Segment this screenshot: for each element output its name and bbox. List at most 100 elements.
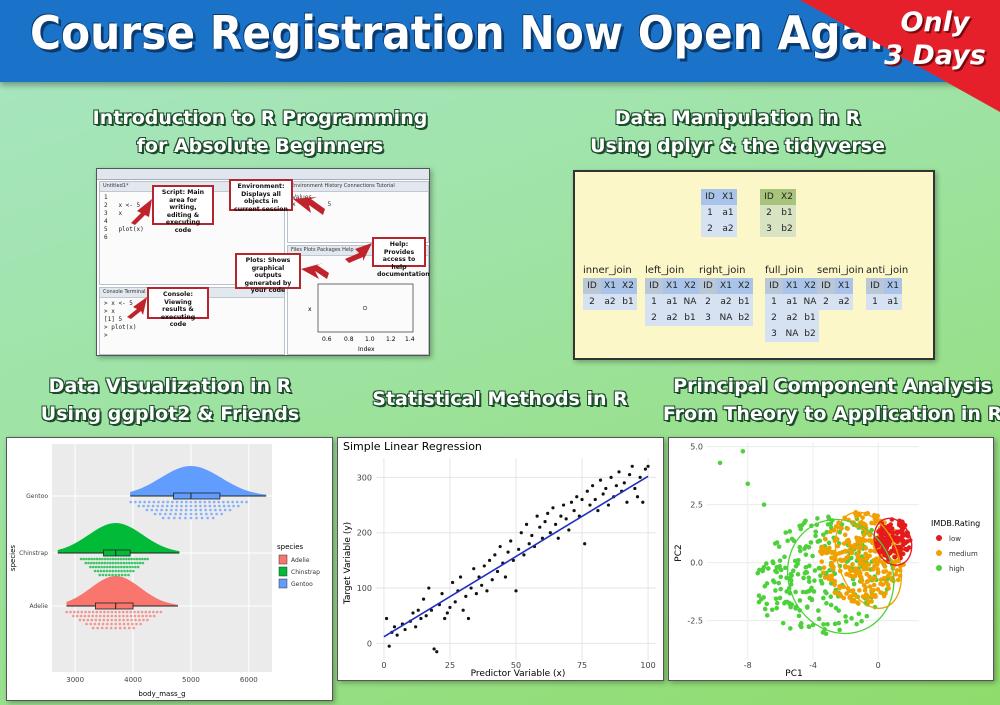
point-high [812, 568, 818, 573]
point-medium [880, 560, 885, 565]
rain-dot [175, 500, 179, 504]
x-tick-label: 25 [445, 661, 455, 670]
data-point [474, 591, 478, 596]
point-high [773, 588, 778, 593]
data-point [535, 514, 539, 518]
mini-plot-ylabel: x [308, 306, 312, 313]
mini-plot-tick: 0.6 [322, 336, 332, 343]
point-medium [839, 549, 845, 555]
rain-dot [95, 557, 99, 561]
rain-dot [122, 618, 125, 622]
rain-dot [109, 557, 112, 561]
rain-dot [138, 618, 141, 622]
point-high [856, 611, 862, 617]
legend-label: low [949, 535, 961, 543]
point-low [884, 544, 890, 550]
rain-dot [89, 561, 93, 565]
point-high [826, 540, 832, 546]
point-low [892, 554, 898, 560]
point-high [803, 565, 809, 570]
course-heading-line: Data Visualization in R [48, 375, 292, 397]
point-medium [835, 543, 841, 549]
point-high [832, 621, 838, 627]
join-name: inner_join [583, 265, 632, 276]
point-high [782, 554, 787, 560]
legend-dot [936, 550, 942, 556]
join-name: left_join [645, 265, 685, 276]
rain-dot [134, 565, 137, 569]
y-tick-label: 5.0 [690, 443, 703, 452]
rain-dot [91, 610, 95, 614]
data-point [419, 616, 423, 621]
rain-dot [222, 504, 226, 508]
rain-dot [175, 504, 179, 508]
data-point [517, 547, 521, 551]
rain-dot [114, 614, 117, 618]
y-tick-label: 2.5 [690, 501, 703, 510]
point-high [843, 614, 848, 619]
rain-dot [155, 508, 159, 512]
data-point [559, 514, 563, 518]
rain-dot [106, 618, 110, 622]
point-high [837, 627, 842, 633]
rain-dot [97, 565, 101, 569]
rain-dot [194, 500, 197, 504]
table-x2: ID X2 2 b1 3 b2 [760, 189, 796, 237]
rain-dot [75, 614, 79, 618]
point-medium [828, 529, 833, 535]
rain-dot [118, 610, 121, 614]
join-name: right_join [699, 265, 746, 276]
point-medium [882, 564, 888, 569]
data-point [593, 497, 597, 502]
point-high [818, 573, 823, 578]
rain-dot [107, 573, 111, 577]
point-high [797, 523, 802, 529]
point-high [864, 613, 870, 619]
ggplot-raincloud-panel: 3000 4000 5000 6000 Adelie Chinstrap Gentoo bo… [6, 437, 333, 701]
rain-dot [131, 565, 134, 569]
data-point [633, 486, 637, 491]
rain-dot [208, 500, 211, 504]
table-cell: b2 [801, 326, 819, 342]
rain-dot [178, 516, 182, 520]
point-high [803, 589, 809, 595]
point-high [816, 616, 822, 622]
rain-dot [121, 610, 125, 614]
rain-dot [118, 618, 121, 622]
rain-dot [194, 504, 197, 508]
rain-dot [170, 508, 173, 512]
point-medium [875, 570, 881, 576]
point-high [859, 618, 864, 624]
point-medium [867, 553, 872, 559]
table-header: X1 [717, 278, 735, 294]
rain-dot [84, 610, 87, 614]
script-code: 1 2 x <- 5 3 x 4 5 plot(x) 6 [104, 194, 144, 241]
rain-dot [96, 626, 99, 630]
data-point [384, 616, 389, 621]
rain-dot [218, 504, 221, 508]
data-point [638, 475, 642, 479]
rain-dot [105, 626, 108, 630]
legend-label: high [949, 565, 964, 573]
rain-dot [232, 504, 235, 508]
rain-dot [211, 516, 215, 520]
rain-dot [140, 610, 144, 614]
environment-var-name: x [292, 201, 296, 208]
point-high [798, 623, 803, 628]
data-point [519, 531, 523, 535]
table-cell: b1 [735, 294, 753, 310]
y-tick-label: 300 [357, 473, 372, 482]
table-header: X1 [719, 189, 737, 205]
confidence-ellipse-high [786, 518, 895, 635]
table-cell: 2 [817, 294, 835, 310]
rain-dot [95, 561, 98, 565]
rain-dot [235, 500, 239, 504]
point-low [902, 540, 908, 546]
data-point [451, 580, 455, 585]
raincloud-chart: 3000 4000 5000 6000 Adelie Chinstrap Gentoo bo… [9, 444, 320, 698]
data-point [429, 608, 434, 612]
table-cell: 3 [760, 221, 778, 237]
rain-dot [138, 500, 142, 504]
point-medium [861, 566, 867, 572]
point-high [827, 567, 832, 573]
